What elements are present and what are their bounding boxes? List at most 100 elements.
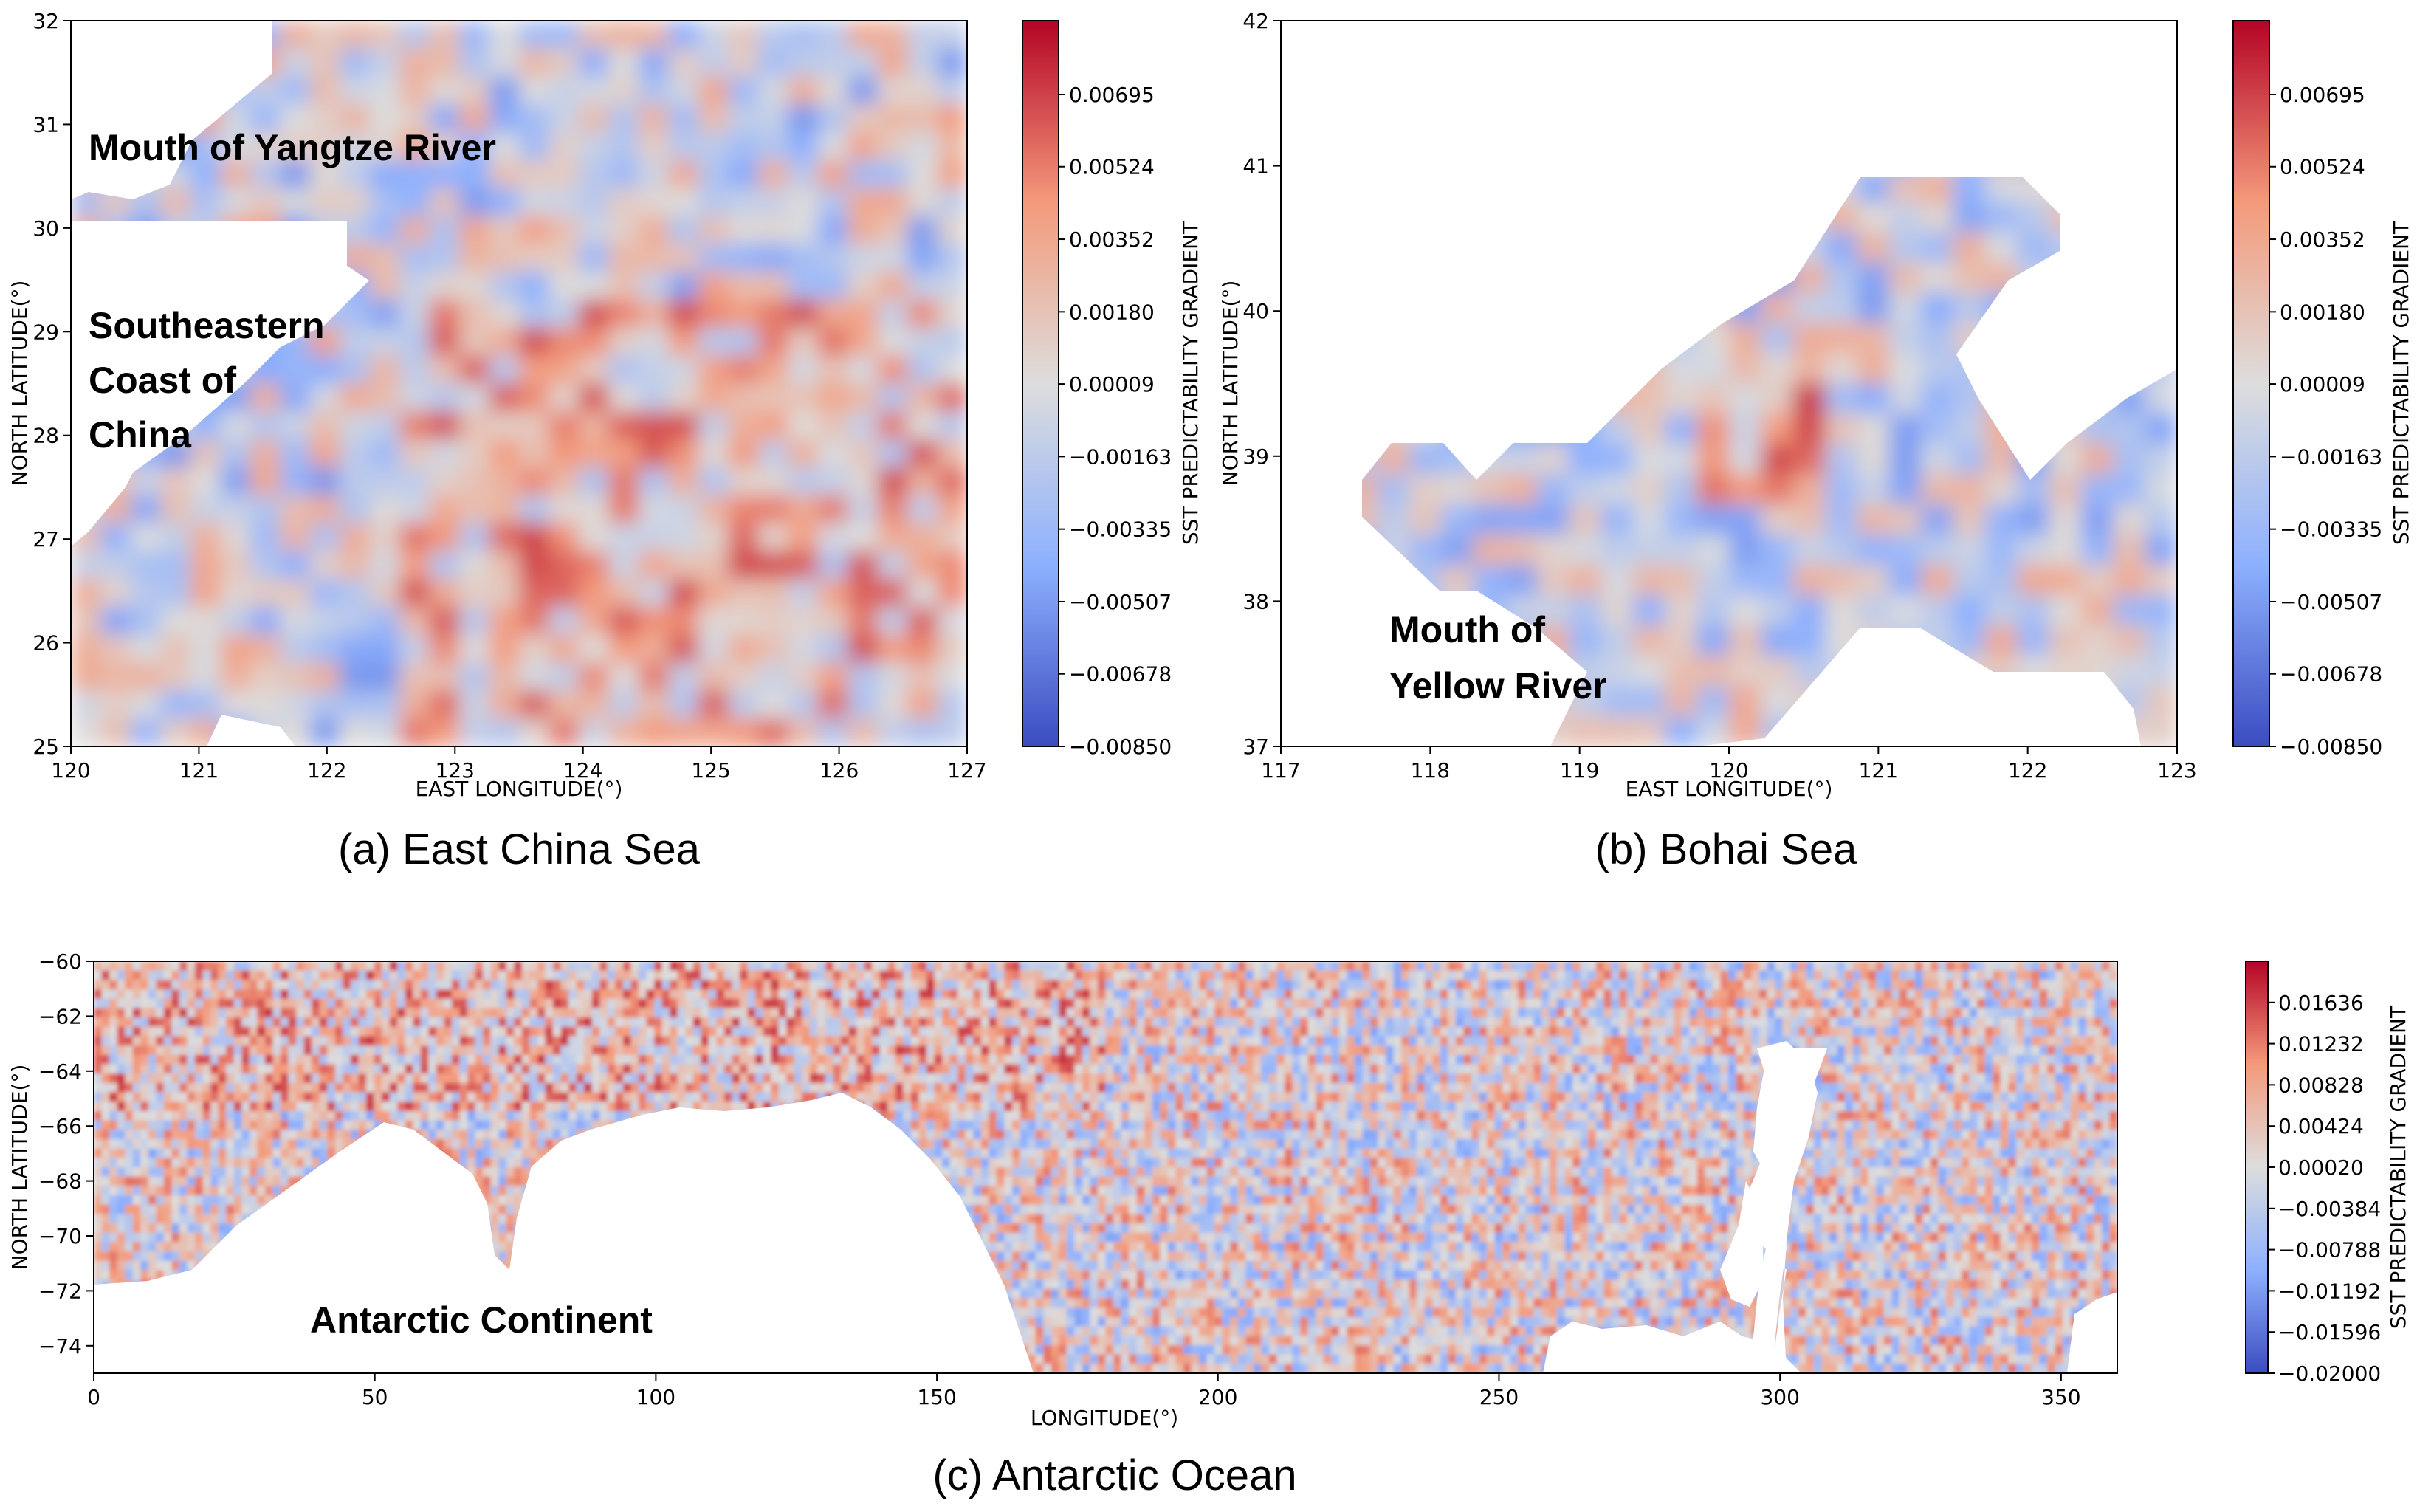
heatmap-cell [521, 998, 531, 1009]
heatmap-cell [506, 1045, 515, 1056]
heatmap-cell [519, 272, 550, 301]
heatmap-cell [825, 980, 834, 991]
heatmap-cell [420, 1045, 430, 1056]
heatmap-cell [459, 551, 490, 580]
heatmap-cell [809, 1026, 819, 1037]
heatmap-cell [2109, 998, 2117, 1009]
heatmap-cell [856, 1008, 865, 1019]
heatmap-cell [549, 355, 580, 385]
heatmap-cell [1393, 1036, 1403, 1047]
heatmap-cell [312, 1045, 320, 1056]
heatmap-cell [568, 980, 577, 991]
heatmap-cell [1129, 1064, 1138, 1075]
heatmap-cell [757, 467, 789, 496]
heatmap-cell [817, 1054, 826, 1065]
heatmap-cell [365, 1054, 375, 1065]
heatmap-cell [429, 383, 461, 413]
heatmap-cell [1401, 1064, 1410, 1075]
heatmap-cell [1626, 1017, 1636, 1028]
heatmap-cell [638, 718, 670, 746]
heatmap-cell [249, 1064, 258, 1075]
heatmap-cell [1852, 961, 1862, 972]
heatmap-cell [716, 1073, 725, 1084]
heatmap-cell [841, 989, 850, 1000]
heatmap-cell [428, 1017, 437, 1028]
heatmap-cell [1479, 998, 1488, 1009]
heatmap-cell [309, 718, 341, 746]
heatmap-cell [498, 1045, 507, 1056]
heatmap-cell [210, 1026, 219, 1037]
heatmap-cell [1907, 1008, 1916, 1019]
heatmap-cell [578, 132, 610, 162]
heatmap-cell [1813, 961, 1823, 972]
heatmap-cell [654, 1008, 663, 1019]
heatmap-cell [1852, 970, 1862, 981]
heatmap-cell [723, 989, 733, 1000]
heatmap-cell [312, 989, 320, 1000]
heatmap-cell [1362, 989, 1371, 1000]
x-tick-label: 124 [563, 758, 602, 783]
heatmap-cell [1899, 1073, 1908, 1084]
heatmap-cell [2032, 970, 2040, 981]
heatmap-cell [109, 1026, 118, 1037]
heatmap-cell [2032, 961, 2040, 972]
heatmap-cell [1825, 292, 1858, 324]
heatmap-cell [1222, 998, 1231, 1009]
heatmap-cell [514, 970, 523, 981]
heatmap-cell [272, 1026, 282, 1037]
heatmap-cell [519, 244, 550, 273]
heatmap-cell [1261, 980, 1270, 991]
heatmap-cell [140, 1008, 149, 1019]
heatmap-cell [1292, 1045, 1302, 1056]
heatmap-cell [788, 579, 819, 608]
heatmap-cell [1129, 989, 1138, 1000]
heatmap-cell [794, 1008, 803, 1019]
heatmap-cell [280, 76, 311, 106]
heatmap-cell [2008, 970, 2017, 981]
heatmap-cell [1261, 1036, 1270, 1047]
heatmap-cell [1261, 1026, 1270, 1037]
heatmap-cell [1921, 292, 1954, 324]
heatmap-cell [1984, 1036, 1994, 1047]
heatmap-cell [413, 1026, 422, 1037]
heatmap-cell [668, 606, 699, 636]
heatmap-cell [549, 606, 580, 636]
heatmap-cell [1276, 980, 1285, 991]
heatmap-cell [250, 467, 281, 496]
heatmap-cell [728, 355, 759, 385]
heatmap-cell [1323, 970, 1333, 981]
heatmap-cell [1922, 1036, 1931, 1047]
heatmap-cell [809, 1017, 819, 1028]
heatmap-cell [817, 579, 849, 608]
heatmap-cell [638, 495, 670, 524]
heatmap-cell [584, 1045, 593, 1056]
heatmap-cell [163, 989, 173, 1000]
heatmap-cell [1059, 1045, 1067, 1056]
heatmap-cell [1650, 1073, 1659, 1084]
heatmap-cell [1619, 1054, 1628, 1065]
heatmap-cell [179, 1026, 188, 1037]
heatmap-cell [755, 989, 764, 1000]
heatmap-cell [677, 1017, 687, 1028]
heatmap-cell [257, 1036, 266, 1047]
heatmap-cell [140, 1036, 149, 1047]
heatmap-cell [877, 467, 909, 496]
heatmap-cell [1510, 1008, 1519, 1019]
heatmap-cell [1471, 1054, 1480, 1065]
heatmap-cell [1378, 1064, 1387, 1075]
heatmap-cell [405, 1045, 414, 1056]
heatmap-cell [1883, 1054, 1893, 1065]
heatmap-cell [340, 495, 371, 524]
heatmap-cell [319, 1064, 329, 1075]
heatmap-cell [1860, 1036, 1869, 1047]
heatmap-cell [1316, 998, 1324, 1009]
heatmap-cell [2078, 1008, 2087, 1019]
heatmap-cell [1658, 970, 1667, 981]
heatmap-cell [1556, 989, 1566, 1000]
heatmap-cell [1261, 1054, 1270, 1065]
heatmap-cell [1268, 1017, 1278, 1028]
heatmap-cell [1121, 1008, 1130, 1019]
heatmap-cell [132, 1073, 142, 1084]
heatmap-cell [459, 961, 469, 972]
heatmap-cell [1907, 989, 1916, 1000]
